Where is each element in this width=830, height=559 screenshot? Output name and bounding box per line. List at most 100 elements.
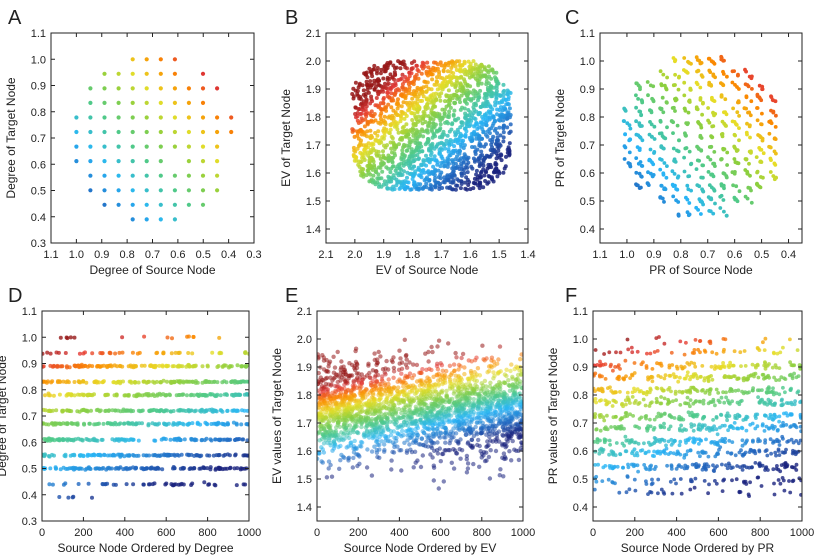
scatter-point	[350, 127, 355, 132]
scatter-point	[378, 121, 383, 126]
scatter-point	[111, 380, 116, 385]
scatter-point	[389, 458, 394, 463]
scatter-point	[155, 393, 160, 398]
scatter-point	[462, 171, 467, 176]
scatter-point	[62, 437, 67, 442]
scatter-point	[394, 124, 399, 129]
scatter-point	[660, 95, 665, 100]
scatter-point	[695, 82, 700, 87]
scatter-point	[421, 134, 426, 139]
scatter-point	[370, 135, 375, 140]
scatter-point	[687, 61, 692, 65]
scatter-point	[501, 135, 506, 140]
scatter-point	[431, 121, 436, 126]
scatter-point	[747, 110, 752, 115]
scatter-point	[120, 350, 125, 355]
scatter-point	[144, 188, 149, 193]
scatter-point	[369, 473, 375, 478]
scatter-point	[484, 132, 488, 137]
scatter-point	[200, 86, 206, 91]
scatter-point	[439, 363, 445, 368]
scatter-point	[484, 95, 489, 100]
scatter-point	[229, 129, 234, 135]
scatter-point	[172, 129, 177, 135]
y-tick-label: 1.7	[306, 140, 321, 152]
scatter-point	[404, 114, 409, 118]
scatter-point	[391, 375, 396, 380]
scatter-point	[47, 482, 52, 487]
scatter-point	[329, 474, 335, 479]
scatter-point	[458, 107, 463, 112]
panel-d: D0 200 400 600 800 10000.30.40.50.60.70.80.91…	[0, 285, 261, 555]
scatter-point	[414, 107, 419, 112]
scatter-point	[506, 90, 511, 94]
scatter-point	[179, 392, 184, 397]
scatter-point	[190, 437, 194, 442]
scatter-point	[77, 364, 82, 369]
scatter-point	[450, 158, 455, 163]
scatter-point	[136, 438, 141, 443]
scatter-point	[188, 379, 193, 384]
scatter-point	[468, 368, 474, 374]
scatter-point	[133, 466, 138, 471]
scatter-point	[172, 188, 177, 193]
scatter-point	[413, 92, 418, 97]
panel-letter: E	[285, 285, 298, 307]
scatter-point	[426, 169, 431, 174]
scatter-point	[488, 448, 493, 453]
scatter-point	[501, 118, 506, 123]
scatter-point	[427, 120, 432, 125]
scatter-point	[458, 125, 463, 130]
scatter-point	[407, 145, 412, 150]
scatter-point	[489, 84, 493, 89]
y-tick-label: 1.1	[31, 28, 46, 40]
y-tick-label: 1.8	[306, 112, 321, 124]
scatter-point	[388, 72, 393, 77]
scatter-point	[646, 93, 650, 98]
scatter-point	[200, 202, 206, 207]
scatter-point	[488, 148, 493, 152]
scatter-point	[52, 438, 57, 443]
scatter-point	[168, 437, 173, 442]
scatter-point	[357, 159, 361, 164]
scatter-point	[694, 167, 699, 172]
scatter-point	[442, 178, 447, 183]
scatter-point	[158, 71, 163, 76]
scatter-point	[713, 112, 718, 116]
x-tick-label: 0.8	[673, 249, 688, 261]
scatter-point	[215, 144, 220, 149]
scatter-point	[370, 368, 376, 373]
scatter-point	[179, 481, 184, 486]
scatter-point	[459, 93, 464, 98]
scatter-point	[174, 436, 179, 441]
scatter-point	[661, 146, 666, 151]
scatter-point	[485, 88, 490, 92]
scatter-point	[662, 161, 667, 165]
scatter-point	[103, 482, 108, 487]
scatter-point	[772, 149, 777, 154]
scatter-point	[240, 408, 244, 413]
scatter-point	[86, 466, 91, 471]
y-tick-label: 0.9	[580, 84, 595, 96]
scatter-point	[331, 418, 336, 424]
x-tick-label: 1.4	[520, 249, 535, 261]
scatter-point	[142, 334, 147, 339]
scatter-point	[402, 116, 407, 121]
scatter-point	[243, 364, 248, 369]
scatter-point	[186, 351, 191, 355]
scatter-point	[505, 116, 510, 121]
scatter-point	[158, 159, 163, 164]
scatter-point	[418, 417, 423, 423]
scatter-point	[359, 129, 364, 134]
scatter-point	[720, 119, 725, 124]
panel-e: E0 200 400 600 800 10001.41.51.61.71.81.92.02…	[270, 285, 535, 555]
scatter-point	[451, 466, 457, 471]
scatter-point	[205, 380, 209, 384]
x-tick-label: 2.0	[347, 249, 362, 261]
scatter-point	[745, 196, 750, 201]
scatter-point	[665, 164, 669, 169]
scatter-point	[402, 440, 407, 445]
scatter-point	[412, 159, 416, 164]
scatter-point	[193, 408, 198, 413]
scatter-point	[102, 71, 107, 76]
